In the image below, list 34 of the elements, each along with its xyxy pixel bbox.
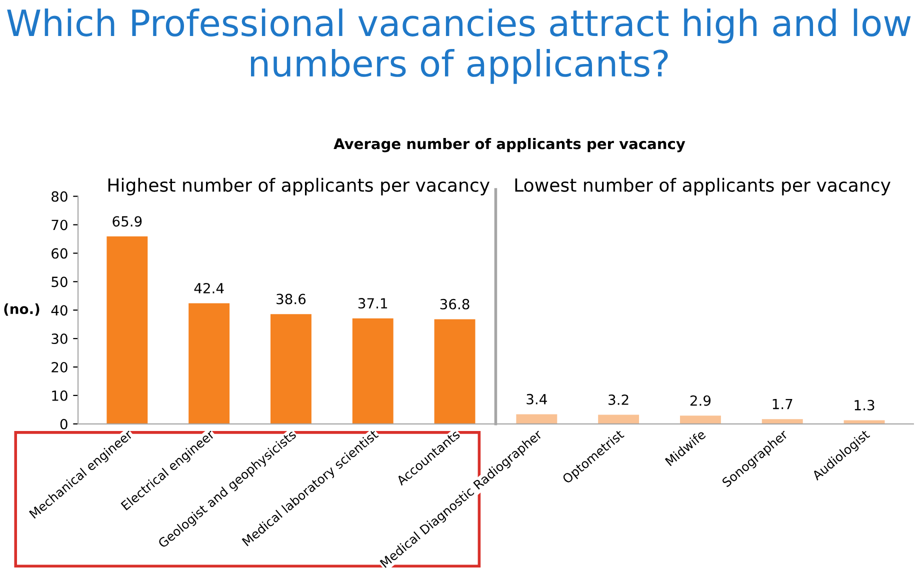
- text: Lowest number of applicants per vacancy: [515, 178, 890, 196]
- chart-title: Which Professional vacancies attract high and low numbers of applicants?: [7, 8, 911, 84]
- y-tick-label: 10: [52, 390, 68, 401]
- text: Highest number of applicants per vacancy: [108, 178, 490, 196]
- y-tick-label: 70: [52, 220, 68, 230]
- bar: [516, 414, 558, 424]
- data-label: 1.3: [854, 400, 874, 410]
- y-tick-label: 0: [60, 418, 68, 430]
- bar: [680, 416, 721, 424]
- bar: [188, 303, 230, 424]
- bar: [106, 236, 148, 424]
- y-tick-label: 50: [52, 276, 68, 288]
- data-label: 38.6: [276, 294, 306, 304]
- bar: [352, 318, 394, 424]
- data-label: 1.7: [772, 398, 792, 410]
- data-label: 3.4: [526, 394, 547, 404]
- bar: [434, 319, 476, 424]
- data-label: 42.4: [194, 282, 224, 294]
- data-label: 3.2: [608, 394, 628, 405]
- data-label: 65.9: [112, 216, 142, 227]
- y-tick-label: 20: [52, 362, 68, 372]
- data-label: 36.8: [440, 298, 470, 310]
- bar: [762, 419, 803, 424]
- bar: [270, 314, 312, 424]
- y-axis-title: (no.): [4, 303, 40, 316]
- y-tick-label: 80: [52, 191, 68, 202]
- bar: [844, 420, 885, 424]
- bar: [598, 414, 640, 424]
- y-tick-label: 60: [52, 248, 68, 259]
- data-label: 37.1: [358, 298, 388, 309]
- y-tick-label: 30: [52, 334, 68, 344]
- chart-subtitle: Average number of applicants per vacancy: [334, 138, 686, 152]
- data-label: 2.9: [690, 395, 711, 406]
- y-tick-label: 40: [51, 305, 68, 316]
